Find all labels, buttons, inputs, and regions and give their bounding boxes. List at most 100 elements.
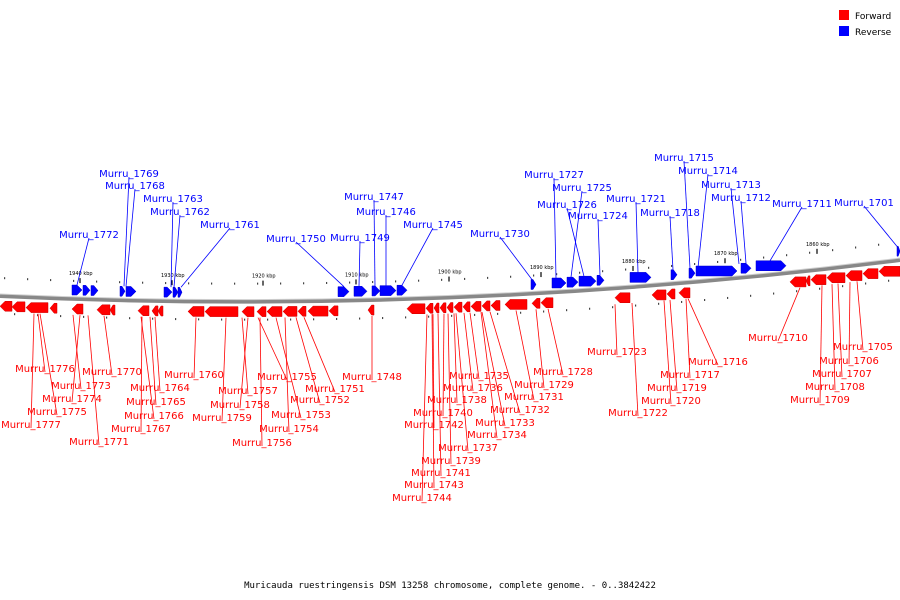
kbp-tick-label: 1880 kbp (622, 259, 646, 265)
minor-tick (290, 318, 292, 321)
minor-tick (566, 309, 568, 312)
gene-label: Murru_1771 (69, 437, 129, 448)
minor-tick (625, 268, 627, 271)
leader-line (442, 313, 445, 417)
forward-gene-arrow (328, 305, 339, 317)
leader-line (480, 312, 498, 439)
minor-tick (152, 317, 154, 320)
forward-gene-arrow (805, 275, 811, 287)
forward-gene-arrow (470, 301, 482, 312)
forward-gene-arrow (11, 301, 26, 313)
forward-gene-arrow (666, 288, 676, 300)
leader-line (173, 214, 181, 288)
forward-gene-arrow (282, 306, 298, 317)
leader-line (140, 316, 155, 420)
leader-line (631, 303, 639, 417)
forward-gene-arrow (439, 302, 447, 314)
forward-gene-arrow (137, 305, 150, 316)
minor-tick (4, 277, 6, 280)
leader-line (432, 314, 435, 429)
reverse-gene-arrow (596, 275, 605, 286)
minor-tick (612, 306, 614, 309)
gene-label: Murru_1741 (411, 468, 471, 479)
forward-gene-arrow (151, 305, 159, 317)
minor-tick (602, 270, 604, 273)
gene-label: Murru_1740 (413, 408, 473, 419)
forward-gene-arrow (367, 304, 375, 316)
gene-label: Murru_1728 (533, 367, 593, 378)
gene-label: Murru_1738 (427, 395, 487, 406)
gene-label: Murru_1760 (164, 370, 224, 381)
gene-label: Murru_1747 (344, 192, 404, 203)
leader-line (193, 317, 197, 379)
leader-line (687, 298, 719, 366)
leader-line (103, 315, 113, 376)
reverse-gene-arrow (82, 285, 91, 296)
minor-tick (474, 313, 476, 316)
leader-line (221, 317, 227, 422)
gene-label: Murru_1731 (504, 392, 564, 403)
leader-line (831, 284, 836, 391)
gene-label: Murru_1712 (711, 193, 771, 204)
reverse-gene-arrow (530, 279, 537, 290)
label-leader-lines (30, 160, 898, 502)
minor-tick (244, 318, 246, 321)
minor-tick (842, 285, 844, 288)
minor-tick (855, 246, 857, 249)
leader-line (37, 313, 46, 373)
leader-line (154, 316, 161, 392)
minor-tick (37, 314, 39, 317)
forward-gene-arrow (406, 303, 426, 314)
minor-tick (543, 310, 545, 313)
reverse-gene-arrow (755, 260, 787, 271)
gene-label: Murru_1748 (342, 372, 402, 383)
gene-label: Murru_1729 (514, 380, 574, 391)
kbp-tick-label: 1900 kbp (438, 270, 462, 276)
minor-tick (234, 282, 236, 285)
gene-label: Murru_1706 (819, 356, 879, 367)
gene-label: Murru_1709 (790, 395, 850, 406)
gene-label: Murru_1716 (688, 357, 748, 368)
forward-gene-arrow (810, 274, 827, 285)
forward-gene-arrow (490, 300, 501, 311)
gene-label: Murru_1732 (490, 405, 550, 416)
leader-line (685, 298, 691, 379)
minor-tick (878, 243, 880, 246)
minor-tick (211, 282, 213, 285)
forward-gene-arrow (446, 302, 454, 313)
forward-gene-arrow (678, 287, 691, 299)
reverse-gene-arrow (337, 286, 350, 297)
leader-line (597, 218, 601, 276)
forward-gene-arrow (25, 302, 49, 313)
minor-tick (395, 280, 397, 283)
kbp-tick-label: 1860 kbp (806, 242, 830, 248)
minor-tick (441, 278, 443, 281)
leader-line (373, 199, 376, 286)
gene-label: Murru_1717 (660, 370, 720, 381)
leader-line (669, 215, 674, 270)
reverse-gene-arrow (396, 284, 408, 296)
leader-line (30, 313, 35, 429)
chromosome-backbone (0, 258, 900, 304)
chromosome-backbone-highlight (0, 257, 900, 301)
forward-gene-arrow (845, 270, 863, 281)
leader-line (257, 317, 288, 381)
minor-tick (50, 279, 52, 282)
leader-line (663, 300, 672, 405)
gene-label: Murru_1765 (126, 397, 186, 408)
minor-tick (671, 264, 673, 267)
leader-line (431, 314, 435, 489)
kbp-tick-label: 1890 kbp (530, 265, 554, 271)
leader-line (848, 282, 851, 365)
minor-tick (418, 279, 420, 282)
minor-tick (786, 254, 788, 257)
reverse-gene-arrow (629, 272, 652, 283)
forward-gene-arrow (187, 306, 205, 317)
minor-tick (359, 317, 361, 320)
gene-label: Murru_1724 (568, 211, 628, 222)
minor-tick (658, 302, 660, 305)
reverse-gene-arrow (125, 286, 137, 297)
forward-gene-arrow (0, 301, 13, 312)
gene-label: Murru_1718 (640, 208, 700, 219)
